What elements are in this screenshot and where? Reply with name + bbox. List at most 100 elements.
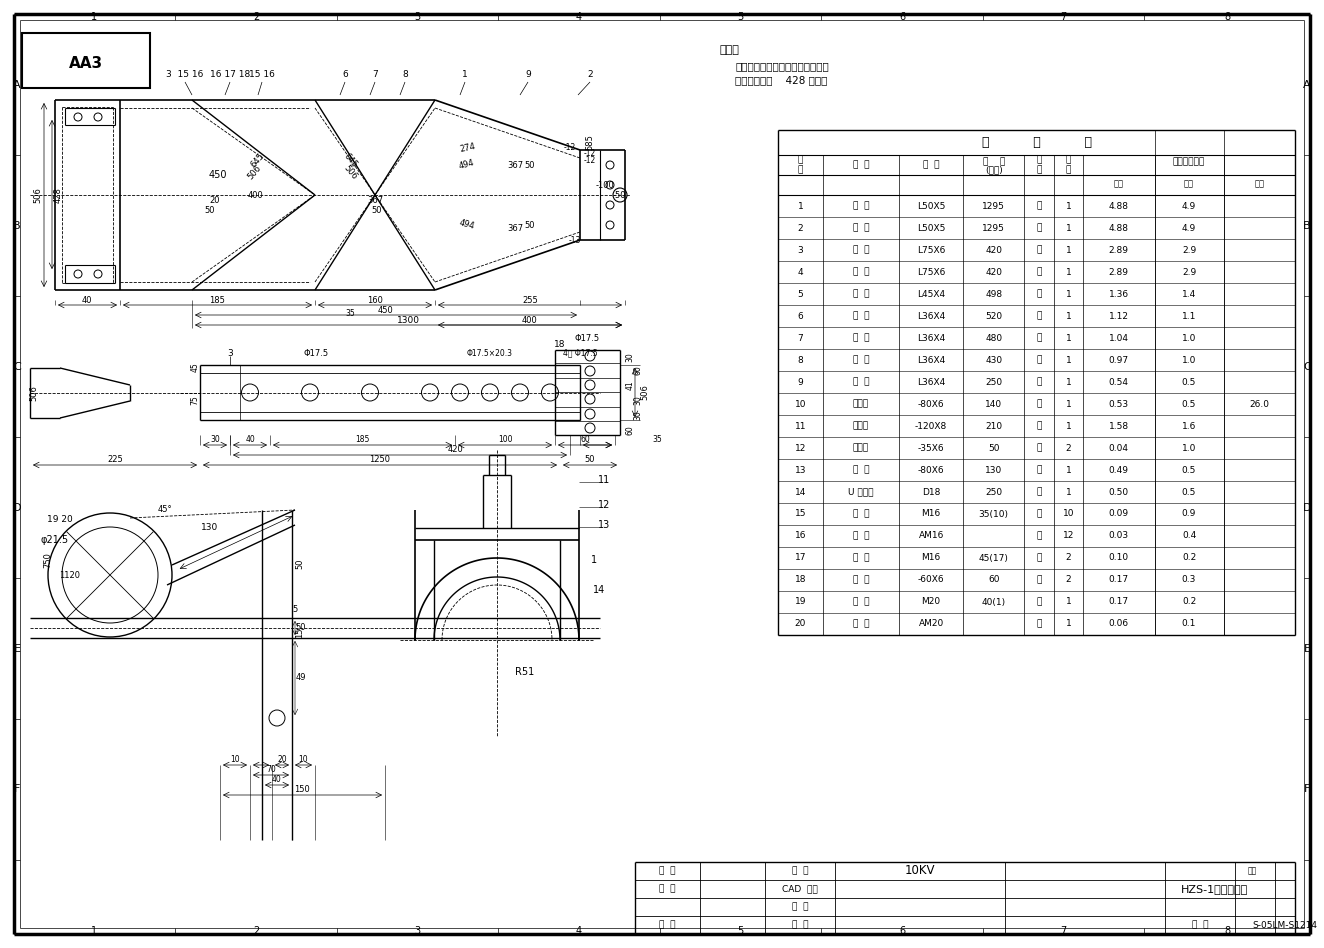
Text: -12: -12 (584, 149, 596, 157)
Text: -35X6: -35X6 (918, 444, 944, 452)
Text: 50: 50 (988, 444, 1000, 452)
Text: L45X4: L45X4 (918, 289, 945, 299)
Text: 60: 60 (625, 425, 634, 435)
Text: 130: 130 (201, 522, 218, 532)
Text: E: E (1304, 644, 1311, 653)
Text: 225: 225 (107, 454, 123, 464)
Text: 序
号: 序 号 (797, 155, 804, 174)
Text: D: D (1303, 502, 1311, 513)
Text: 30: 30 (211, 434, 220, 444)
Text: -80X6: -80X6 (918, 465, 944, 475)
Text: 连接板: 连接板 (853, 422, 869, 430)
Text: 材          料          表: 材 料 表 (981, 136, 1091, 149)
Text: R51: R51 (515, 667, 535, 677)
Text: 45: 45 (191, 362, 200, 372)
Text: A: A (1303, 80, 1311, 89)
Text: 0.17: 0.17 (1108, 575, 1129, 585)
Text: 0.2: 0.2 (1182, 554, 1196, 562)
Text: φ21.5: φ21.5 (41, 535, 69, 545)
Text: 1.0: 1.0 (1182, 356, 1197, 364)
Text: 10: 10 (298, 755, 307, 763)
Text: L36X4: L36X4 (918, 312, 945, 320)
Text: 20: 20 (209, 195, 220, 205)
Text: 1: 1 (91, 12, 98, 22)
Text: 2.9: 2.9 (1182, 246, 1196, 254)
Text: 4.88: 4.88 (1108, 202, 1129, 210)
Text: E: E (13, 644, 20, 653)
Text: 包  钉: 包 钉 (853, 267, 870, 277)
Text: 1: 1 (1066, 487, 1071, 497)
Text: 10: 10 (1063, 509, 1074, 519)
Text: 批  准: 批 准 (659, 866, 675, 876)
Text: Φ17.5×20.3: Φ17.5×20.3 (467, 349, 512, 357)
Text: 0.06: 0.06 (1108, 619, 1129, 629)
Text: 个: 个 (1037, 532, 1042, 540)
Text: 1: 1 (1066, 267, 1071, 277)
Text: 7: 7 (1061, 926, 1067, 936)
Text: L50X5: L50X5 (918, 224, 945, 232)
Text: 7: 7 (797, 334, 804, 342)
Text: 60: 60 (580, 434, 591, 444)
Text: 小计: 小计 (1184, 179, 1194, 189)
Text: 1.36: 1.36 (1108, 289, 1129, 299)
Text: 0.5: 0.5 (1182, 377, 1197, 387)
Text: 块: 块 (1037, 575, 1042, 585)
Text: 428: 428 (53, 187, 62, 203)
Text: 506: 506 (641, 385, 650, 400)
Text: 75: 75 (191, 395, 200, 405)
Text: 腹  材: 腹 材 (853, 334, 870, 342)
Text: -13: -13 (569, 235, 581, 245)
Text: 根: 根 (1037, 202, 1042, 210)
Text: 1: 1 (1066, 377, 1071, 387)
Text: 帺  圈: 帺 圈 (853, 575, 870, 585)
Text: 645: 645 (249, 151, 266, 169)
Text: 根: 根 (1037, 224, 1042, 232)
Text: 腹  材: 腹 材 (853, 356, 870, 364)
Text: 1: 1 (1066, 334, 1071, 342)
Text: 螺  柱: 螺 柱 (853, 597, 870, 607)
Text: 螺  母: 螺 母 (853, 532, 870, 540)
Text: 1: 1 (1066, 597, 1071, 607)
Text: 274: 274 (459, 142, 477, 155)
Text: 规  格: 规 格 (923, 160, 940, 170)
Text: 12: 12 (598, 500, 610, 510)
Text: B: B (13, 221, 21, 230)
Text: 根: 根 (1037, 356, 1042, 364)
Text: 3: 3 (797, 246, 804, 254)
Bar (23, 33, 150, 88)
Text: 0.17: 0.17 (1108, 597, 1129, 607)
Text: 50: 50 (524, 221, 535, 229)
Text: 9: 9 (526, 69, 531, 79)
Text: 50: 50 (372, 206, 383, 214)
Text: 螺  母: 螺 母 (853, 619, 870, 629)
Text: 1: 1 (462, 69, 467, 79)
Text: 6: 6 (899, 12, 906, 22)
Text: 30: 30 (633, 410, 642, 420)
Text: AA3: AA3 (69, 56, 103, 70)
Text: 1300: 1300 (396, 316, 420, 324)
Text: 1.12: 1.12 (1108, 312, 1129, 320)
Text: 一件: 一件 (1113, 179, 1124, 189)
Text: 4.9: 4.9 (1182, 202, 1196, 210)
Text: -12: -12 (564, 142, 576, 152)
Text: 41: 41 (625, 380, 634, 390)
Text: 合计: 合计 (1254, 179, 1264, 189)
Text: 150: 150 (294, 785, 310, 793)
Text: 11: 11 (794, 422, 806, 430)
Text: 520: 520 (985, 312, 1002, 320)
Text: 7: 7 (372, 69, 377, 79)
Text: 节点板: 节点板 (853, 399, 869, 409)
Text: 6: 6 (797, 312, 804, 320)
Text: 250: 250 (985, 487, 1002, 497)
Text: 0.97: 0.97 (1108, 356, 1129, 364)
Text: 19 20: 19 20 (48, 516, 73, 524)
Text: 160: 160 (367, 296, 383, 304)
Text: D: D (13, 502, 21, 513)
Text: U 形挂环: U 形挂环 (849, 487, 874, 497)
Text: 45(17): 45(17) (978, 554, 1009, 562)
Text: 0.5: 0.5 (1182, 487, 1197, 497)
Text: 30: 30 (633, 395, 642, 405)
Text: 1120: 1120 (60, 571, 81, 579)
Text: L75X6: L75X6 (918, 246, 945, 254)
Text: 4: 4 (576, 926, 583, 936)
